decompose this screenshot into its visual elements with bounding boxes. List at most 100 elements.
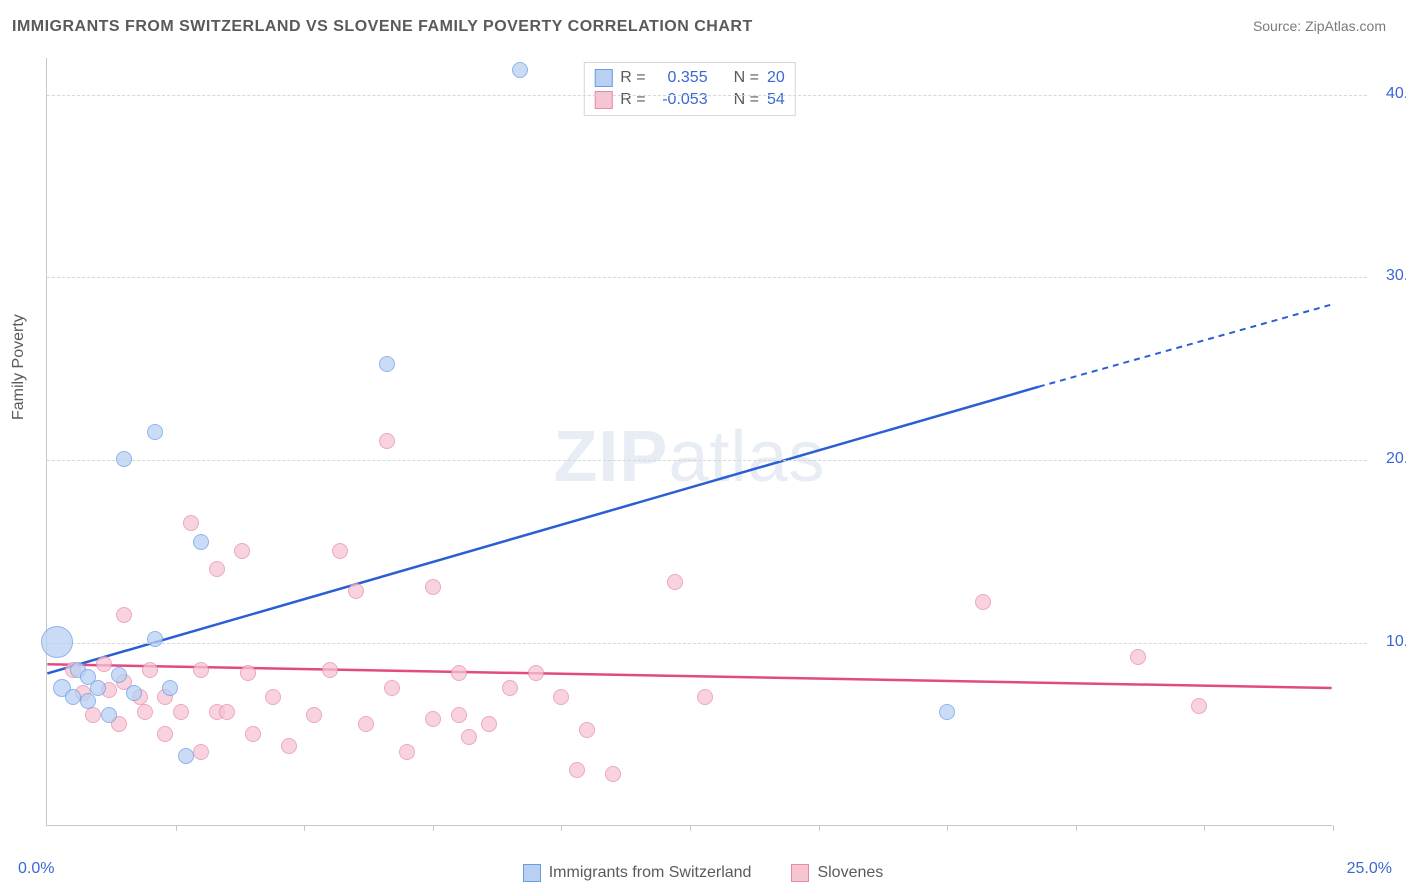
trend-line: [47, 387, 1038, 674]
legend-r-value: -0.053: [654, 89, 708, 111]
data-point: [173, 704, 189, 720]
data-point: [116, 451, 132, 467]
data-point: [80, 693, 96, 709]
y-tick-label: 20.0%: [1386, 450, 1406, 468]
source-prefix: Source:: [1253, 18, 1305, 34]
y-tick-label: 10.0%: [1386, 633, 1406, 651]
legend-swatch: [594, 69, 612, 87]
data-point: [209, 561, 225, 577]
source-value: ZipAtlas.com: [1305, 18, 1386, 34]
source-attribution: Source: ZipAtlas.com: [1253, 18, 1386, 34]
legend-bottom: Immigrants from Switzerland Slovenes: [0, 864, 1406, 882]
legend-bottom-label: Slovenes: [817, 864, 883, 882]
x-tick: [433, 825, 434, 831]
data-point: [481, 716, 497, 732]
x-tick: [690, 825, 691, 831]
data-point: [157, 726, 173, 742]
data-point: [193, 662, 209, 678]
legend-r-label: R =: [620, 89, 645, 111]
data-point: [85, 707, 101, 723]
data-point: [178, 748, 194, 764]
y-axis-label: Family Poverty: [10, 314, 28, 420]
legend-bottom-item: Immigrants from Switzerland: [523, 864, 752, 882]
gridline-h: [47, 277, 1367, 278]
x-tick: [947, 825, 948, 831]
data-point: [101, 707, 117, 723]
legend-r-value: 0.355: [654, 67, 708, 89]
x-tick: [561, 825, 562, 831]
data-point: [384, 680, 400, 696]
data-point: [183, 515, 199, 531]
legend-bottom-item: Slovenes: [791, 864, 883, 882]
gridline-h: [47, 95, 1367, 96]
data-point: [90, 680, 106, 696]
data-point: [553, 689, 569, 705]
gridline-h: [47, 460, 1367, 461]
data-point: [569, 762, 585, 778]
x-tick: [1076, 825, 1077, 831]
data-point: [451, 665, 467, 681]
legend-r-label: R =: [620, 67, 645, 89]
data-point: [512, 62, 528, 78]
legend-n-value: 20: [767, 67, 785, 89]
data-point: [451, 707, 467, 723]
data-point: [358, 716, 374, 732]
data-point: [322, 662, 338, 678]
legend-n-value: 54: [767, 89, 785, 111]
data-point: [425, 579, 441, 595]
data-point: [147, 631, 163, 647]
data-point: [579, 722, 595, 738]
data-point: [147, 424, 163, 440]
data-point: [399, 744, 415, 760]
data-point: [126, 685, 142, 701]
data-point: [306, 707, 322, 723]
legend-top: R = 0.355N = 20R = -0.053 N = 54: [583, 62, 795, 116]
data-point: [528, 665, 544, 681]
legend-top-row: R = -0.053 N = 54: [594, 89, 784, 111]
data-point: [193, 744, 209, 760]
legend-swatch: [523, 864, 541, 882]
data-point: [41, 626, 73, 658]
y-tick-label: 40.0%: [1386, 85, 1406, 103]
legend-swatch: [791, 864, 809, 882]
chart-container: IMMIGRANTS FROM SWITZERLAND VS SLOVENE F…: [0, 0, 1406, 892]
data-point: [245, 726, 261, 742]
data-point: [111, 667, 127, 683]
legend-top-row: R = 0.355N = 20: [594, 67, 784, 89]
data-point: [379, 356, 395, 372]
data-point: [219, 704, 235, 720]
data-point: [697, 689, 713, 705]
data-point: [234, 543, 250, 559]
x-tick: [304, 825, 305, 831]
data-point: [65, 689, 81, 705]
plot-area: ZIPatlas R = 0.355N = 20R = -0.053N = 54…: [46, 58, 1332, 826]
trend-lines-svg: [47, 58, 1332, 825]
data-point: [939, 704, 955, 720]
legend-n-label: N =: [734, 89, 759, 111]
x-tick: [1333, 825, 1334, 831]
data-point: [193, 534, 209, 550]
data-point: [240, 665, 256, 681]
data-point: [281, 738, 297, 754]
data-point: [162, 680, 178, 696]
gridline-h: [47, 643, 1367, 644]
data-point: [379, 433, 395, 449]
data-point: [425, 711, 441, 727]
data-point: [975, 594, 991, 610]
data-point: [461, 729, 477, 745]
data-point: [1130, 649, 1146, 665]
data-point: [332, 543, 348, 559]
data-point: [605, 766, 621, 782]
x-tick: [1204, 825, 1205, 831]
trend-line-dashed: [1039, 305, 1332, 387]
data-point: [116, 607, 132, 623]
legend-bottom-label: Immigrants from Switzerland: [549, 864, 752, 882]
data-point: [265, 689, 281, 705]
data-point: [1191, 698, 1207, 714]
data-point: [96, 656, 112, 672]
data-point: [667, 574, 683, 590]
y-tick-label: 30.0%: [1386, 267, 1406, 285]
data-point: [142, 662, 158, 678]
x-tick: [819, 825, 820, 831]
data-point: [502, 680, 518, 696]
